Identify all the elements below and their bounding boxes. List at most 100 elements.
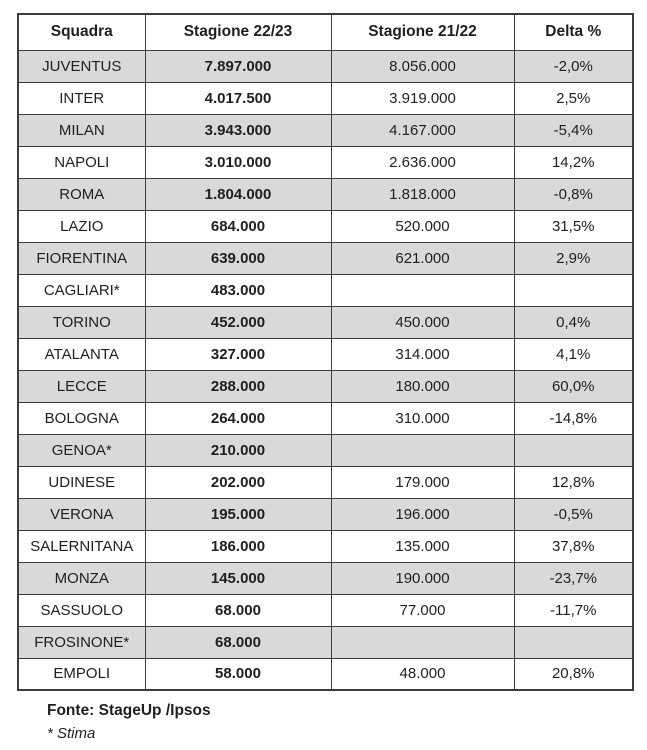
table-row: GENOA* 210.000 xyxy=(17,433,634,467)
delta-value-cell: -14,8% xyxy=(513,401,634,435)
column-header-squadra: Squadra xyxy=(17,13,146,51)
team-name-cell: SALERNITANA xyxy=(17,529,146,563)
delta-value-cell: -2,0% xyxy=(513,49,634,83)
season-2223-value-cell: 7.897.000 xyxy=(144,49,332,83)
season-2223-value-cell: 210.000 xyxy=(144,433,332,467)
fanbase-table-container: Squadra Stagione 22/23 Stagione 21/22 De… xyxy=(17,13,634,691)
table-row: JUVENTUS 7.897.000 8.056.000 -2,0% xyxy=(17,49,634,83)
season-2122-value-cell xyxy=(330,433,515,467)
season-2122-value-cell: 77.000 xyxy=(330,593,515,627)
table-row: NAPOLI 3.010.000 2.636.000 14,2% xyxy=(17,145,634,179)
header-row: Squadra Stagione 22/23 Stagione 21/22 De… xyxy=(17,13,634,51)
team-name-cell: MILAN xyxy=(17,113,146,147)
season-2122-value-cell: 180.000 xyxy=(330,369,515,403)
estimate-note: * Stima xyxy=(47,725,96,742)
season-2122-value-cell: 8.056.000 xyxy=(330,49,515,83)
team-name-cell: LAZIO xyxy=(17,209,146,243)
delta-value-cell: -5,4% xyxy=(513,113,634,147)
season-2223-value-cell: 4.017.500 xyxy=(144,81,332,115)
table-row: ATALANTA 327.000 314.000 4,1% xyxy=(17,337,634,371)
delta-value-cell: 2,5% xyxy=(513,81,634,115)
table-row: SALERNITANA 186.000 135.000 37,8% xyxy=(17,529,634,563)
team-name-cell: EMPOLI xyxy=(17,657,146,691)
team-name-cell: FROSINONE* xyxy=(17,625,146,659)
table-body: JUVENTUS 7.897.000 8.056.000 -2,0% INTER 4.01… xyxy=(17,49,634,691)
season-2122-value-cell: 2.636.000 xyxy=(330,145,515,179)
table-row: LAZIO 684.000 520.000 31,5% xyxy=(17,209,634,243)
delta-value-cell xyxy=(513,625,634,659)
delta-value-cell: -11,7% xyxy=(513,593,634,627)
delta-value-cell: 12,8% xyxy=(513,465,634,499)
team-name-cell: FIORENTINA xyxy=(17,241,146,275)
season-2223-value-cell: 145.000 xyxy=(144,561,332,595)
delta-value-cell: -0,5% xyxy=(513,497,634,531)
table-row: LECCE 288.000 180.000 60,0% xyxy=(17,369,634,403)
table-row: INTER 4.017.500 3.919.000 2,5% xyxy=(17,81,634,115)
delta-value-cell: 4,1% xyxy=(513,337,634,371)
season-2223-value-cell: 483.000 xyxy=(144,273,332,307)
season-2223-value-cell: 1.804.000 xyxy=(144,177,332,211)
season-2223-value-cell: 202.000 xyxy=(144,465,332,499)
team-name-cell: INTER xyxy=(17,81,146,115)
delta-value-cell xyxy=(513,273,634,307)
season-2122-value-cell: 196.000 xyxy=(330,497,515,531)
season-2122-value-cell: 135.000 xyxy=(330,529,515,563)
season-2122-value-cell xyxy=(330,273,515,307)
season-2223-value-cell: 3.010.000 xyxy=(144,145,332,179)
team-name-cell: GENOA* xyxy=(17,433,146,467)
table-row: BOLOGNA 264.000 310.000 -14,8% xyxy=(17,401,634,435)
table-row: MILAN 3.943.000 4.167.000 -5,4% xyxy=(17,113,634,147)
season-2122-value-cell: 450.000 xyxy=(330,305,515,339)
team-name-cell: CAGLIARI* xyxy=(17,273,146,307)
season-2122-value-cell: 314.000 xyxy=(330,337,515,371)
table-row: UDINESE 202.000 179.000 12,8% xyxy=(17,465,634,499)
delta-value-cell: 20,8% xyxy=(513,657,634,691)
column-header-stagione-2122: Stagione 21/22 xyxy=(330,13,515,51)
table-row: TORINO 452.000 450.000 0,4% xyxy=(17,305,634,339)
team-name-cell: NAPOLI xyxy=(17,145,146,179)
table-row: FROSINONE* 68.000 xyxy=(17,625,634,659)
season-2223-value-cell: 186.000 xyxy=(144,529,332,563)
delta-value-cell: 37,8% xyxy=(513,529,634,563)
delta-value-cell: 31,5% xyxy=(513,209,634,243)
season-2223-value-cell: 288.000 xyxy=(144,369,332,403)
season-2122-value-cell: 621.000 xyxy=(330,241,515,275)
table-row: FIORENTINA 639.000 621.000 2,9% xyxy=(17,241,634,275)
delta-value-cell: -23,7% xyxy=(513,561,634,595)
team-name-cell: TORINO xyxy=(17,305,146,339)
delta-value-cell: -0,8% xyxy=(513,177,634,211)
team-name-cell: MONZA xyxy=(17,561,146,595)
season-2122-value-cell: 310.000 xyxy=(330,401,515,435)
table-row: EMPOLI 58.000 48.000 20,8% xyxy=(17,657,634,691)
season-2122-value-cell: 179.000 xyxy=(330,465,515,499)
team-name-cell: ATALANTA xyxy=(17,337,146,371)
delta-value-cell: 2,9% xyxy=(513,241,634,275)
column-header-stagione-2223: Stagione 22/23 xyxy=(144,13,332,51)
team-name-cell: UDINESE xyxy=(17,465,146,499)
table-row: SASSUOLO 68.000 77.000 -11,7% xyxy=(17,593,634,627)
team-name-cell: JUVENTUS xyxy=(17,49,146,83)
season-2223-value-cell: 264.000 xyxy=(144,401,332,435)
table-row: ROMA 1.804.000 1.818.000 -0,8% xyxy=(17,177,634,211)
team-name-cell: VERONA xyxy=(17,497,146,531)
team-name-cell: SASSUOLO xyxy=(17,593,146,627)
delta-value-cell: 14,2% xyxy=(513,145,634,179)
season-2223-value-cell: 3.943.000 xyxy=(144,113,332,147)
season-2223-value-cell: 68.000 xyxy=(144,625,332,659)
table-footer: Fonte: StageUp /Ipsos * Stima xyxy=(47,701,211,744)
team-name-cell: LECCE xyxy=(17,369,146,403)
season-2223-value-cell: 684.000 xyxy=(144,209,332,243)
team-name-cell: ROMA xyxy=(17,177,146,211)
season-2122-value-cell: 48.000 xyxy=(330,657,515,691)
season-2223-value-cell: 327.000 xyxy=(144,337,332,371)
table-row: VERONA 195.000 196.000 -0,5% xyxy=(17,497,634,531)
table-header: Squadra Stagione 22/23 Stagione 21/22 De… xyxy=(17,13,634,51)
season-2223-value-cell: 58.000 xyxy=(144,657,332,691)
season-2122-value-cell: 190.000 xyxy=(330,561,515,595)
fanbase-table: Squadra Stagione 22/23 Stagione 21/22 De… xyxy=(17,13,634,691)
season-2122-value-cell xyxy=(330,625,515,659)
season-2223-value-cell: 68.000 xyxy=(144,593,332,627)
column-header-delta: Delta % xyxy=(513,13,634,51)
delta-value-cell: 0,4% xyxy=(513,305,634,339)
season-2122-value-cell: 4.167.000 xyxy=(330,113,515,147)
